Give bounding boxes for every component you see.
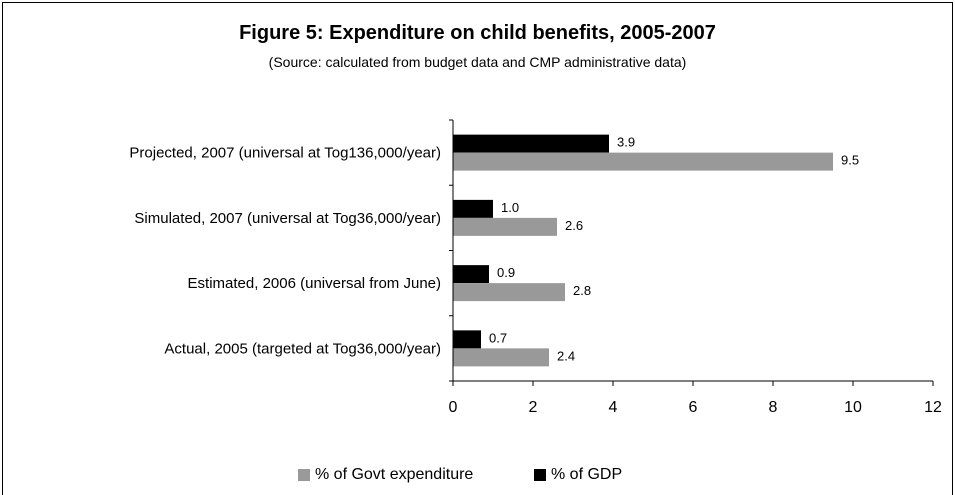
chart-subtitle: (Source: calculated from budget data and… xyxy=(268,54,687,70)
bar xyxy=(453,265,489,284)
category-label: Actual, 2005 (targeted at Tog36,000/year… xyxy=(164,340,441,357)
x-tick-label: 10 xyxy=(844,399,862,416)
bar xyxy=(453,348,549,367)
x-tick-label: 6 xyxy=(689,399,698,416)
data-label: 0.7 xyxy=(489,330,507,345)
bar xyxy=(453,217,557,236)
bar xyxy=(453,199,493,218)
legend-label-govt-expenditure: % of Govt expenditure xyxy=(315,466,474,483)
data-label: 2.6 xyxy=(565,218,583,233)
x-tick-label: 0 xyxy=(449,399,458,416)
bar xyxy=(453,134,609,153)
data-label: 3.9 xyxy=(617,135,635,150)
x-tick-label: 12 xyxy=(924,399,942,416)
data-label: 2.8 xyxy=(573,283,591,298)
category-label: Estimated, 2006 (universal from June) xyxy=(188,275,441,292)
x-tick-label: 8 xyxy=(769,399,778,416)
bar xyxy=(453,330,481,349)
legend-item-govt-expenditure: % of Govt expenditure xyxy=(298,466,473,484)
chart-title: Figure 5: Expenditure on child benefits,… xyxy=(239,22,716,44)
data-label: 2.4 xyxy=(557,348,575,363)
legend-swatch-gray xyxy=(298,469,310,481)
legend-swatch-black xyxy=(534,469,546,481)
x-tick-label: 2 xyxy=(529,399,538,416)
data-label: 0.9 xyxy=(497,265,515,280)
bar xyxy=(453,152,833,171)
legend-item-gdp: % of GDP xyxy=(534,466,622,484)
x-tick-label: 4 xyxy=(609,399,618,416)
bar xyxy=(453,283,565,302)
category-label: Simulated, 2007 (universal at Tog36,000/… xyxy=(134,210,441,227)
data-label: 9.5 xyxy=(841,153,859,168)
category-label: Projected, 2007 (universal at Tog136,000… xyxy=(129,145,441,162)
legend-label-gdp: % of GDP xyxy=(551,466,623,483)
data-label: 1.0 xyxy=(501,200,519,215)
